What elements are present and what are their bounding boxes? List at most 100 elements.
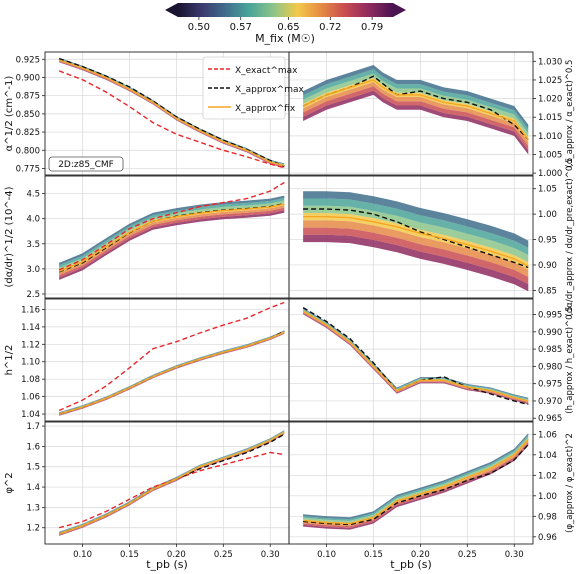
x-tick-label: 0.10 bbox=[73, 550, 92, 560]
mass-band bbox=[59, 200, 285, 271]
chart-panel-left-2: 2.5 3.0 3.5 4.0 4.5 (dα/dr)^1/2 (10^-4) bbox=[4, 175, 290, 300]
x-tick-label: 0.30 bbox=[505, 550, 524, 560]
y-tick-label: 2.5 bbox=[26, 290, 40, 300]
y-axis-label: h^1/2 bbox=[4, 345, 15, 376]
y-tick-label: 0.990 bbox=[538, 328, 562, 338]
mass-band bbox=[303, 86, 529, 151]
panel-frame bbox=[44, 298, 290, 422]
y-tick-label: 0.875 bbox=[16, 92, 40, 102]
chart-panel-left-4: 1.2 1.3 1.4 1.5 1.6 1.7 0.10 0.15 0.20 0.25 0.30 φ^… bbox=[4, 421, 290, 560]
y-tick-label: 1.05 bbox=[538, 185, 557, 195]
mass-band bbox=[303, 220, 529, 277]
series-line bbox=[303, 208, 529, 269]
colorbar-gradient bbox=[178, 3, 393, 17]
legend-label: X_approx^max bbox=[235, 85, 304, 95]
y-axis-label: α^1/2 (cm^-1) bbox=[4, 76, 15, 152]
plot-area bbox=[58, 430, 285, 536]
x-tick-label: 0.20 bbox=[411, 550, 430, 560]
y-tick-label: 0.995 bbox=[538, 311, 562, 321]
y-tick-label: 0.775 bbox=[16, 164, 40, 174]
colorbar-tick-label: 0.79 bbox=[361, 22, 383, 33]
chart-panel-left-1: 0.775 0.800 0.825 0.850 0.875 0.900 0.925 α^1/2… bbox=[4, 51, 290, 176]
x-axis-label-right: t_pb (s) bbox=[390, 558, 432, 571]
y-tick-label: 1.16 bbox=[21, 305, 40, 315]
series-line bbox=[58, 431, 285, 535]
y-axis-label: (dα/dr_approx / dα/dr_pre,exact)^0.5 bbox=[565, 158, 575, 317]
y-tick-label: 1.3 bbox=[26, 503, 40, 513]
chart-panel-right-2: 0.85 0.90 0.95 1.00 1.05 (dα/dr_approx / dα/d… bbox=[288, 158, 575, 317]
y-tick-label: 1.010 bbox=[538, 132, 562, 142]
series-line bbox=[58, 57, 285, 167]
y-tick-label: 3.5 bbox=[26, 240, 40, 250]
plot-area bbox=[58, 301, 285, 416]
panel-frame bbox=[288, 421, 534, 545]
x-tick-label: 0.30 bbox=[261, 550, 280, 560]
x-tick-label: 0.20 bbox=[167, 550, 186, 560]
y-tick-label: 1.14 bbox=[21, 323, 40, 333]
mass-band bbox=[303, 73, 529, 138]
y-tick-label: 4.0 bbox=[26, 215, 40, 225]
colorbar-left-arrow bbox=[165, 3, 178, 17]
chart-panel-right-4: 0.96 0.98 1.00 1.02 1.04 1.06 0.10 0.15 0.20 0.25… bbox=[288, 421, 575, 560]
mass-band bbox=[303, 205, 529, 263]
y-tick-label: 0.975 bbox=[538, 380, 562, 390]
y-tick-label: 1.04 bbox=[538, 451, 557, 461]
y-tick-label: 1.000 bbox=[538, 169, 562, 179]
mass-band bbox=[303, 77, 529, 142]
y-tick-label: 1.04 bbox=[21, 410, 40, 420]
y-tick-label: 0.96 bbox=[538, 533, 557, 543]
mass-band bbox=[303, 436, 529, 523]
legend-label: X_exact^max bbox=[235, 66, 298, 76]
panel-frame bbox=[288, 298, 534, 422]
y-tick-label: 0.980 bbox=[538, 362, 562, 372]
y-tick-label: 0.90 bbox=[538, 261, 557, 271]
mass-band bbox=[303, 309, 529, 401]
plot-area bbox=[303, 433, 529, 530]
mass-band bbox=[303, 433, 529, 520]
mass-band bbox=[303, 310, 529, 402]
colorbar-tick-label: 0.65 bbox=[277, 22, 299, 33]
y-tick-label: 1.005 bbox=[538, 151, 562, 161]
plot-area bbox=[302, 306, 529, 406]
y-tick-label: 1.7 bbox=[26, 422, 40, 432]
mass-band bbox=[59, 207, 285, 278]
panel-frame bbox=[288, 51, 534, 176]
y-tick-label: 1.00 bbox=[538, 492, 557, 502]
chart-panel-left-3: 1.04 1.06 1.08 1.10 1.12 1.14 1.16 h^1/2 bbox=[4, 298, 290, 422]
y-tick-label: 1.10 bbox=[21, 358, 40, 368]
x-tick-label: 0.15 bbox=[120, 550, 139, 560]
y-tick-label: 0.95 bbox=[538, 236, 557, 246]
mass-band bbox=[303, 234, 529, 292]
y-tick-label: 1.6 bbox=[26, 442, 40, 452]
chart-panel-right-1: 1.000 1.005 1.010 1.015 1.020 1.025 1.030 (α_ap… bbox=[288, 51, 575, 179]
panel-frame bbox=[44, 175, 290, 299]
y-tick-label: 0.825 bbox=[16, 128, 40, 138]
y-tick-label: 0.800 bbox=[16, 146, 40, 156]
y-tick-label: 0.98 bbox=[538, 512, 557, 522]
mass-band bbox=[59, 202, 285, 273]
series-line bbox=[58, 181, 285, 271]
mass-band bbox=[303, 440, 529, 527]
series-line bbox=[58, 331, 285, 415]
legend-label: X_approx^fix bbox=[235, 104, 296, 114]
y-tick-label: 1.015 bbox=[538, 113, 562, 123]
x-tick-label: 0.10 bbox=[317, 550, 336, 560]
series-line bbox=[302, 79, 529, 141]
y-tick-label: 1.5 bbox=[26, 463, 40, 473]
mass-band bbox=[303, 227, 529, 285]
series-line bbox=[302, 75, 529, 141]
legend-box bbox=[202, 56, 286, 120]
chart-panel-right-3: 0.965 0.970 0.975 0.980 0.985 0.990 0.995 (h_ap… bbox=[288, 298, 575, 424]
y-axis-label: φ^2 bbox=[4, 472, 15, 493]
y-tick-label: 1.02 bbox=[538, 471, 557, 481]
colorbar-tick-label: 0.57 bbox=[230, 22, 252, 33]
colorbar-tick-label: 0.50 bbox=[188, 22, 210, 33]
annotation-label: 2D:z85_CMF bbox=[58, 160, 114, 170]
series-line bbox=[58, 301, 285, 412]
colorbar: 0.50 0.57 0.65 0.72 0.79 M_fix (M☉) bbox=[165, 3, 406, 45]
mass-band bbox=[59, 205, 285, 275]
plot-area bbox=[58, 57, 285, 169]
y-tick-label: 1.025 bbox=[538, 76, 562, 86]
mass-band bbox=[303, 198, 529, 256]
